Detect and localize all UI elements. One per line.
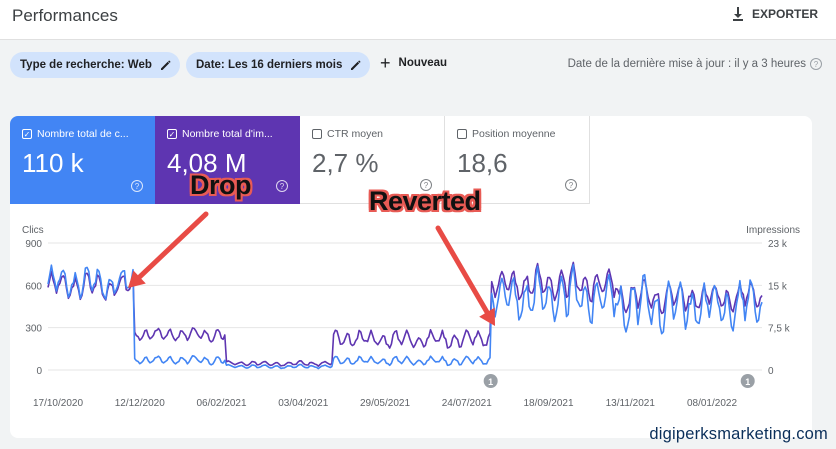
last-update-text: Date de la dernière mise à jour : il y a… [567,58,806,70]
annotation-drop: Drop [190,170,252,200]
series-impressions-line [47,261,763,367]
new-filter-button[interactable]: + Nouveau [380,53,448,73]
performance-chart: 900 23 k 600 15 k 300 7,5 k 0 0 Clics Impressions… [22,211,800,409]
export-label: EXPORTER [751,7,818,21]
help-icon[interactable]: ? [131,180,143,192]
help-icon[interactable]: ? [276,180,288,192]
search-type-filter-chip[interactable]: Type de recherche: Web [10,52,180,78]
annotation-arrow-drop [137,211,209,280]
watermark: digiperksmarketing.com [649,425,828,443]
y-right-tick-label: 15 k [768,281,788,292]
x-tick-label: 18/09/2021 [523,398,573,409]
y-right-tick-label: 7,5 k [768,324,791,335]
y-right-axis-label: Impressions [746,225,800,236]
chip-label: Type de recherche: Web [20,59,152,71]
metric-total-impressions[interactable]: ✓ Nombre total d'im... 4,08 M ? [155,116,300,204]
x-tick-label: 17/10/2020 [33,398,83,409]
event-marker [483,374,498,388]
help-icon[interactable]: ? [810,58,822,70]
event-marker-label: 1 [745,377,750,387]
last-update-info: Date de la dernière mise à jour : il y a… [568,58,822,70]
x-tick-label: 24/07/2021 [442,398,492,409]
checkbox-unchecked-icon[interactable] [312,129,322,139]
metric-value: 18,6 [457,148,508,178]
help-icon[interactable]: ? [565,179,577,191]
checkbox-checked-icon[interactable]: ✓ [22,129,32,139]
help-icon[interactable]: ? [420,179,432,191]
y-right-tick-label: 23 k [768,239,788,250]
x-tick-label: 12/12/2020 [115,398,165,409]
x-tick-label: 06/02/2021 [196,398,246,409]
new-label: Nouveau [398,57,448,69]
edit-icon [160,60,171,70]
performance-card: ✓ Nombre total de c... 110 k ? ✓ Nombre to… [10,116,812,438]
annotation-reverted: Reverted [369,186,481,216]
annotation-arrow-drop-head [128,270,146,288]
x-tick-label: 03/04/2021 [278,398,328,409]
metric-label: Nombre total d'im... [182,128,273,140]
annotation-arrow-reverted [435,225,490,315]
metric-total-clicks[interactable]: ✓ Nombre total de c... 110 k ? [10,116,155,204]
checkbox-checked-icon[interactable]: ✓ [167,129,177,139]
metric-value: 2,7 % [312,148,379,178]
x-tick-label: 13/11/2021 [606,398,656,409]
metric-average-ctr[interactable]: CTR moyen 2,7 % ? [300,116,445,204]
metric-value: 4,08 M [167,148,247,178]
page-title: Performances [12,6,118,25]
y-left-tick-label: 0 [36,366,42,377]
event-marker-label: 1 [488,377,493,387]
y-left-axis-label: Clics [22,225,44,236]
filter-bar: Type de recherche: Web Date: Les 16 dern… [0,40,836,90]
event-marker [740,374,755,388]
x-tick-label: 08/01/2022 [687,398,737,409]
checkbox-unchecked-icon[interactable] [457,129,467,139]
metric-average-position[interactable]: Position moyenne 18,6 ? [445,116,590,204]
date-filter-chip[interactable]: Date: Les 16 derniers mois [186,52,371,78]
metric-value: 110 k [22,148,84,178]
edit-icon [351,60,361,70]
y-left-tick-label: 300 [25,324,42,335]
export-button[interactable]: EXPORTER [730,6,818,22]
annotation-arrow-reverted-head [479,307,495,326]
metric-label: CTR moyen [327,128,384,140]
download-icon [732,7,743,21]
plus-icon: + [380,53,391,73]
metric-label: Nombre total de c... [37,128,129,140]
metric-label: Position moyenne [472,128,556,140]
x-tick-label: 29/05/2021 [360,398,410,409]
y-left-tick-label: 900 [25,239,42,250]
chip-label: Date: Les 16 derniers mois [196,59,343,71]
y-left-tick-label: 600 [25,281,42,292]
y-right-tick-label: 0 [768,366,774,377]
header: Performances EXPORTER [0,0,836,40]
series-clicks-line [47,263,763,370]
